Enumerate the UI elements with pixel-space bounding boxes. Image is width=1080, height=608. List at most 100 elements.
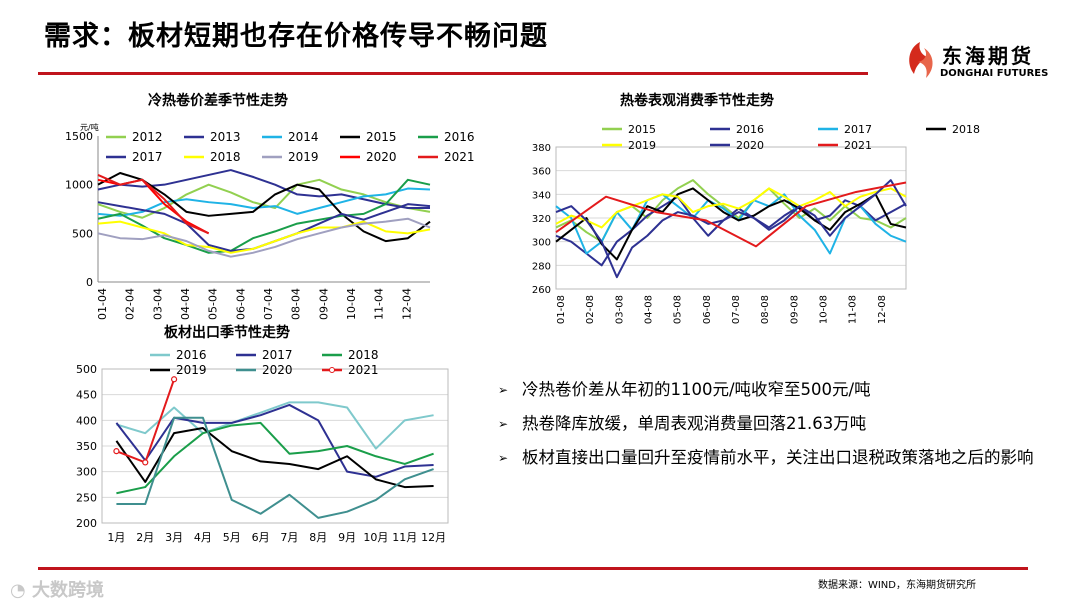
legend-label-2017: 2017 <box>262 348 293 362</box>
x-tick-label: 10-04 <box>345 288 358 320</box>
y-tick-label: 380 <box>532 143 551 154</box>
chart-cold-hot-spread: 0 500 1000 1500 01-04 02-04 03-04 04-04 05-04 06-… <box>65 122 475 320</box>
bullet-text: 板材直接出口量回升至疫情前水平，关注出口退税政策落地之后的影响 <box>522 448 1034 467</box>
x-tick-label: 05-04 <box>207 288 220 320</box>
x-tick-label: 09-08 <box>789 295 800 324</box>
series-line-2015 <box>97 171 431 243</box>
arrow-icon: ➢ <box>498 383 509 397</box>
series-line-2021 <box>97 174 210 235</box>
y-tick-label: 200 <box>76 517 97 530</box>
chart1-title: 冷热卷价差季节性走势 <box>148 93 288 109</box>
series-line-2018 <box>555 187 907 261</box>
y-tick-label: 1000 <box>65 179 93 192</box>
x-tick-label: 12-08 <box>877 295 888 324</box>
y-tick-label: 300 <box>76 466 97 479</box>
y-tick-label: 360 <box>532 167 551 178</box>
chart3-title: 板材出口季节性走势 <box>164 325 290 341</box>
series-line-2019 <box>555 187 907 229</box>
legend-label-2019: 2019 <box>628 139 656 152</box>
legend-label-2018: 2018 <box>348 348 379 362</box>
logo-cn-text: 东海期货 <box>942 44 1034 68</box>
legend-label-2017: 2017 <box>132 150 163 164</box>
logo-en-text: DONGHAI FUTURES <box>940 68 1049 79</box>
y-axis-label: 元/吨 <box>80 122 99 132</box>
bullet-item: ➢ 冷热卷价差从年初的1100元/吨收窄至500元/吨 <box>498 378 1038 402</box>
y-tick-label: 0 <box>86 276 93 289</box>
legend-label-2012: 2012 <box>132 130 163 144</box>
chart-plate-export: 200 250 300 350 400 450 500 1月 2月 3月 4月 5月 6月 7月 8月 9月 1… <box>76 348 449 544</box>
x-tick-label: 9月 <box>338 531 356 544</box>
legend-label-2015: 2015 <box>628 123 656 136</box>
legend-label-2016: 2016 <box>444 130 475 144</box>
series-line-2016 <box>97 178 431 254</box>
bullet-item: ➢ 板材直接出口量回升至疫情前水平，关注出口退税政策落地之后的影响 <box>498 446 1038 470</box>
series-line-2019 <box>115 427 434 489</box>
series-line-2018 <box>116 421 434 495</box>
bullet-list: ➢ 冷热卷价差从年初的1100元/吨收窄至500元/吨 ➢ 热卷降库放缓，单周表观消… <box>498 378 1038 480</box>
bullet-item: ➢ 热卷降库放缓，单周表观消费量回落21.63万吨 <box>498 412 1038 436</box>
y-tick-label: 340 <box>532 190 551 201</box>
x-tick-label: 07-08 <box>731 295 742 324</box>
y-tick-label: 450 <box>76 389 97 402</box>
chart-hrc-consumption: 260 280 300 320 340 360 380 01-08 02-08 03-08 04-0… <box>532 123 980 324</box>
legend-label-2021: 2021 <box>348 363 379 377</box>
series-line-2018 <box>97 220 431 254</box>
series-line-2019 <box>97 217 431 258</box>
x-tick-label: 7月 <box>280 531 298 544</box>
company-logo: 东海期货 DONGHAI FUTURES <box>900 36 1060 86</box>
x-tick-label: 8月 <box>309 531 327 544</box>
y-tick-label: 1500 <box>65 130 93 143</box>
y-tick-label: 250 <box>76 491 97 504</box>
plot-border <box>101 368 449 524</box>
y-tick-label: 300 <box>532 238 551 249</box>
x-tick-label: 2月 <box>136 531 154 544</box>
bullet-text: 冷热卷价差从年初的1100元/吨收窄至500元/吨 <box>522 380 871 399</box>
x-tick-label: 11月 <box>392 531 417 544</box>
x-tick-label: 11-08 <box>848 295 859 324</box>
legend-label-2016: 2016 <box>176 348 207 362</box>
footer-line <box>38 567 1028 570</box>
x-tick-label: 01-08 <box>556 295 567 324</box>
series-line-2021 <box>555 181 907 248</box>
series-line-2017 <box>115 403 434 478</box>
y-tick-label: 350 <box>76 440 97 453</box>
x-tick-label: 10-08 <box>819 295 830 324</box>
x-tick-label: 3月 <box>165 531 183 544</box>
legend-label-2013: 2013 <box>210 130 241 144</box>
x-tick-label: 02-04 <box>124 288 137 320</box>
x-tick-label: 08-04 <box>290 288 303 320</box>
x-tick-label: 07-04 <box>262 288 275 320</box>
page-title: 需求：板材短期也存在价格传导不畅问题 <box>44 21 548 52</box>
watermark-text: 大数跨境 <box>32 580 104 601</box>
x-tick-label: 04-08 <box>644 295 655 324</box>
arrow-icon: ➢ <box>498 417 509 431</box>
legend-label-2020: 2020 <box>736 139 764 152</box>
y-tick-label: 280 <box>532 261 551 272</box>
watermark: ◔ 大数跨境 <box>10 576 104 602</box>
legend-label-2021: 2021 <box>444 150 475 164</box>
watermark-icon: ◔ <box>10 580 26 601</box>
y-tick-label: 500 <box>72 227 93 240</box>
data-point-2021 <box>170 376 178 383</box>
bullet-text: 热卷降库放缓，单周表观消费量回落21.63万吨 <box>522 414 867 433</box>
x-tick-label: 05-08 <box>673 295 684 324</box>
y-tick-label: 400 <box>76 414 97 427</box>
x-tick-label: 12-04 <box>400 288 413 320</box>
legend-label-2015: 2015 <box>366 130 397 144</box>
x-tick-label: 6月 <box>252 531 270 544</box>
x-tick-label: 4月 <box>194 531 212 544</box>
source-note: 数据来源：WIND，东海期货研究所 <box>817 580 976 591</box>
legend-label-2016: 2016 <box>736 123 764 136</box>
x-tick-label: 5月 <box>223 531 241 544</box>
x-tick-label: 10月 <box>363 531 388 544</box>
x-tick-label: 01-04 <box>96 288 109 320</box>
legend-label-2018: 2018 <box>210 150 241 164</box>
legend-label-2014: 2014 <box>288 130 319 144</box>
series-line-2020 <box>116 416 434 519</box>
data-point-2021 <box>142 459 149 466</box>
x-tick-label: 12月 <box>421 531 446 544</box>
title-underline <box>38 72 868 75</box>
x-tick-label: 1月 <box>107 531 125 544</box>
legend-marker-2021 <box>329 367 335 373</box>
series-line-2014 <box>97 187 431 217</box>
